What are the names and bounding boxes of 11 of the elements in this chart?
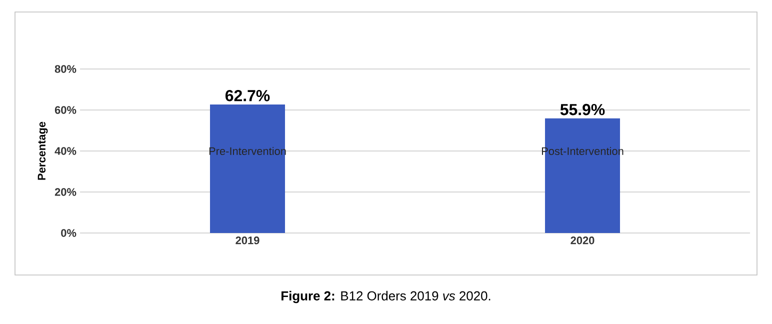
- text: Figure 2: B12 Orders 2019 vs 2020.: [282, 290, 490, 304]
- y-tick-label: 0%: [61, 229, 76, 237]
- data-label: 55.9%: [560, 104, 605, 116]
- x-tick-label: 2019: [236, 236, 260, 244]
- y-tick-label: 80%: [54, 65, 76, 73]
- y-tick-label: 20%: [54, 188, 76, 196]
- y-axis-title: Percentage: [38, 122, 48, 180]
- y-tick-label: 40%: [54, 147, 76, 155]
- x-tick-label: 2020: [570, 236, 594, 244]
- y-tick-label: 60%: [54, 106, 76, 114]
- data-label: 62.7%: [225, 90, 270, 102]
